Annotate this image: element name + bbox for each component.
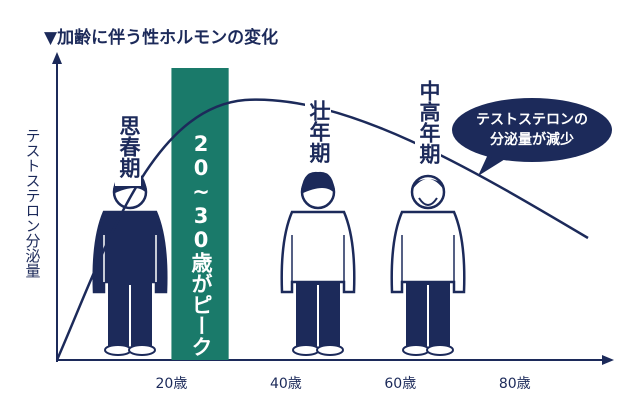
figure-shoe: [104, 344, 132, 356]
x-axis-arrow: [602, 355, 614, 365]
chart-title: ▼加齢に伴う性ホルモンの変化: [44, 27, 278, 48]
figure-hair: [301, 171, 335, 194]
figure-shoe: [426, 344, 454, 356]
figure-shoe: [402, 344, 430, 356]
stage-label-bg: [415, 76, 441, 174]
stage-label: 中高年期: [417, 80, 441, 165]
callout-text: テストステロンの: [476, 112, 588, 128]
person-figure: [390, 174, 466, 356]
y-axis-label: テストステロン分泌量: [24, 128, 42, 278]
x-tick-label: 60歳: [384, 376, 416, 392]
stage-label-bg: [305, 96, 331, 171]
peak-label: 20~30歳がピーク: [189, 132, 213, 357]
figure-shoe: [292, 344, 320, 356]
trend-curve: [55, 98, 589, 361]
person-figure: [280, 171, 356, 356]
stage-label-bg: [115, 111, 141, 186]
y-axis-arrow: [52, 52, 62, 64]
figure-beard: [418, 197, 438, 206]
figure-shoe: [316, 344, 344, 356]
x-tick-label: 20歳: [156, 376, 188, 392]
callout-text: 分泌量が減少: [490, 131, 574, 148]
stage-label: 壮年期: [307, 100, 331, 164]
figure-shoe: [128, 344, 156, 356]
figure-hair: [412, 179, 444, 190]
callout-bubble: [452, 98, 612, 162]
x-tick-label: 40歳: [270, 376, 302, 392]
figure-head: [410, 174, 446, 210]
stage-label: 思春期: [117, 115, 141, 179]
x-tick-label: 80歳: [499, 376, 531, 392]
